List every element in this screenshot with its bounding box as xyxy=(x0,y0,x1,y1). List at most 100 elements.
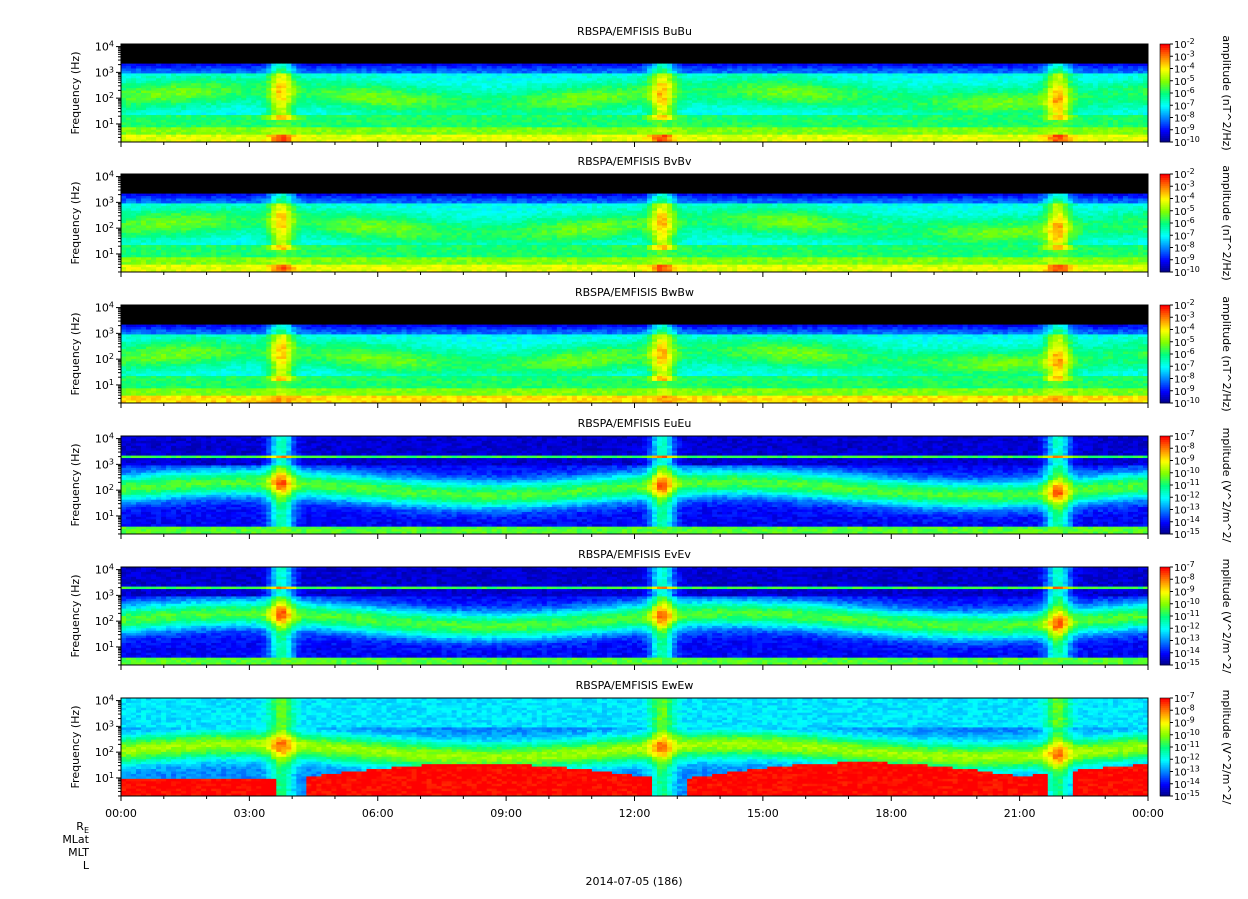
y-axis-label: Frequency (Hz) xyxy=(69,706,82,789)
y-tick-label: 104 xyxy=(95,170,114,184)
x-tick-label: 09:00 xyxy=(490,807,522,820)
colorbar-tick-label: 10-8 xyxy=(1174,111,1195,125)
x-tick-marks xyxy=(120,272,1149,277)
x-tick-label: 21:00 xyxy=(1004,807,1036,820)
x-tick-label: 03:00 xyxy=(234,807,266,820)
colorbar-tick-label: 10-9 xyxy=(1174,454,1195,468)
colorbar-tick-label: 10-12 xyxy=(1174,490,1200,504)
colorbar-tick-label: 10-9 xyxy=(1174,585,1195,599)
colorbar-tick-label: 10-14 xyxy=(1174,777,1200,791)
colorbar-tick-label: 10-13 xyxy=(1174,765,1200,779)
y-tick-label: 101 xyxy=(95,771,114,785)
colorbar-tick-label: 10-3 xyxy=(1174,49,1195,63)
colorbar-tick-label: 10-10 xyxy=(1174,728,1200,742)
colorbar-tick-label: 10-9 xyxy=(1174,716,1195,730)
panel-5: RBSPA/EMFISIS EvEv 101 102 103 104 Frequency … xyxy=(69,548,1233,674)
colorbar-tick-label: 10-8 xyxy=(1174,241,1195,255)
colorbar-tick-label: 10-4 xyxy=(1174,62,1195,76)
colorbar-tick-label: 10-2 xyxy=(1174,298,1195,312)
spectrogram-heatmap xyxy=(121,174,1149,273)
colorbar: 10-710-810-910-1010-1110-1210-1310-1410-… xyxy=(1159,559,1233,674)
colorbar-tick-label: 10-8 xyxy=(1174,441,1195,455)
x-tick-label: 15:00 xyxy=(747,807,779,820)
colorbar-tick-label: 10-9 xyxy=(1174,123,1195,137)
ephemeris-row-label: L xyxy=(83,859,90,872)
x-tick-label: 00:00 xyxy=(1132,807,1164,820)
y-tick-label: 101 xyxy=(95,247,114,261)
colorbar-tick-label: 10-8 xyxy=(1174,372,1195,386)
y-tick-label: 103 xyxy=(95,195,114,209)
colorbar-tick-label: 10-3 xyxy=(1174,179,1195,193)
y-tick-label: 102 xyxy=(95,745,114,759)
panel-title: RBSPA/EMFISIS BuBu xyxy=(577,25,692,38)
colorbar-tick-label: 10-10 xyxy=(1174,396,1200,410)
colorbar-tick-label: 10-4 xyxy=(1174,192,1195,206)
colorbar-tick-label: 10-7 xyxy=(1174,359,1195,373)
panels: RBSPA/EMFISIS BuBu 101 102 103 104 Frequency … xyxy=(69,25,1233,805)
colorbar-tick-label: 10-14 xyxy=(1174,646,1200,660)
spectrogram-heatmap xyxy=(121,436,1149,535)
colorbar-tick-label: 10-6 xyxy=(1174,347,1195,361)
colorbar-tick-label: 10-9 xyxy=(1174,384,1195,398)
x-tick-marks xyxy=(120,665,1149,670)
colorbar-label: amplitude (nT^2/Hz) xyxy=(1220,165,1233,280)
colorbar-tick-label: 10-7 xyxy=(1174,228,1195,242)
panel-3: RBSPA/EMFISIS BwBw 101 102 103 104 Frequency … xyxy=(69,286,1233,412)
colorbar: 10-210-310-410-510-610-710-810-910-10 amp… xyxy=(1159,165,1233,281)
y-tick-label: 102 xyxy=(95,352,114,366)
colorbar-tick-label: 10-15 xyxy=(1174,658,1200,672)
panel-1: RBSPA/EMFISIS BuBu 101 102 103 104 Frequency … xyxy=(69,25,1233,151)
colorbar-tick-label: 10-9 xyxy=(1174,253,1195,267)
y-tick-label: 104 xyxy=(95,694,114,708)
y-tick-label: 104 xyxy=(95,40,114,54)
y-tick-label: 103 xyxy=(95,457,114,471)
colorbar-tick-label: 10-11 xyxy=(1174,609,1200,623)
colorbar: 10-210-310-410-510-610-710-810-910-10 amp… xyxy=(1159,296,1233,412)
y-axis-label: Frequency (Hz) xyxy=(69,444,82,527)
ephemeris-row-label: MLT xyxy=(68,846,89,859)
spectrogram-heatmap xyxy=(121,698,1149,797)
panel-title: RBSPA/EMFISIS EuEu xyxy=(578,417,692,430)
colorbar-tick-label: 10-13 xyxy=(1174,503,1200,517)
date-label: 2014-07-05 (186) xyxy=(585,875,682,888)
colorbar-tick-label: 10-12 xyxy=(1174,621,1200,635)
y-tick-label: 103 xyxy=(95,326,114,340)
x-tick-marks xyxy=(120,796,1149,801)
y-tick-label: 103 xyxy=(95,588,114,602)
x-tick-label: 00:00 xyxy=(105,807,137,820)
colorbar-tick-label: 10-6 xyxy=(1174,86,1195,100)
colorbar-tick-label: 10-8 xyxy=(1174,572,1195,586)
colorbar-tick-label: 10-6 xyxy=(1174,216,1195,230)
colorbar-tick-label: 10-4 xyxy=(1174,323,1195,337)
y-axis-label: Frequency (Hz) xyxy=(69,575,82,658)
y-tick-label: 103 xyxy=(95,719,114,733)
panel-title: RBSPA/EMFISIS BvBv xyxy=(578,155,692,168)
colorbar: 10-710-810-910-1010-1110-1210-1310-1410-… xyxy=(1159,428,1233,543)
x-tick-marks xyxy=(120,403,1149,408)
colorbar-label: mplitude (V^2/m^2/ xyxy=(1220,559,1233,674)
panel-title: RBSPA/EMFISIS BwBw xyxy=(575,286,694,299)
x-tick-label: 06:00 xyxy=(362,807,394,820)
colorbar-tick-label: 10-10 xyxy=(1174,597,1200,611)
y-tick-label: 102 xyxy=(95,91,114,105)
x-tick-marks xyxy=(120,534,1149,539)
colorbar-tick-label: 10-5 xyxy=(1174,335,1195,349)
colorbar-tick-label: 10-2 xyxy=(1174,37,1195,51)
y-tick-label: 103 xyxy=(95,65,114,79)
colorbar-label: mplitude (V^2/m^2/ xyxy=(1220,690,1233,805)
colorbar-label: amplitude (nT^2/Hz) xyxy=(1220,296,1233,411)
colorbar-tick-label: 10-5 xyxy=(1174,74,1195,88)
ephemeris-row-label: RE xyxy=(76,820,89,835)
colorbar-tick-label: 10-11 xyxy=(1174,478,1200,492)
y-tick-label: 104 xyxy=(95,563,114,577)
y-axis-label: Frequency (Hz) xyxy=(69,52,82,135)
colorbar-tick-label: 10-2 xyxy=(1174,167,1195,181)
time-axis: 00:00 03:00 06:00 09:00 12:00 15:00 18:00 21:00… xyxy=(62,807,1164,888)
colorbar-tick-label: 10-10 xyxy=(1174,265,1200,279)
colorbar-tick-label: 10-13 xyxy=(1174,634,1200,648)
panel-6: RBSPA/EMFISIS EwEw 101 102 103 104 Frequency … xyxy=(69,679,1233,805)
y-tick-label: 101 xyxy=(95,509,114,523)
y-tick-label: 101 xyxy=(95,378,114,392)
y-tick-label: 102 xyxy=(95,614,114,628)
